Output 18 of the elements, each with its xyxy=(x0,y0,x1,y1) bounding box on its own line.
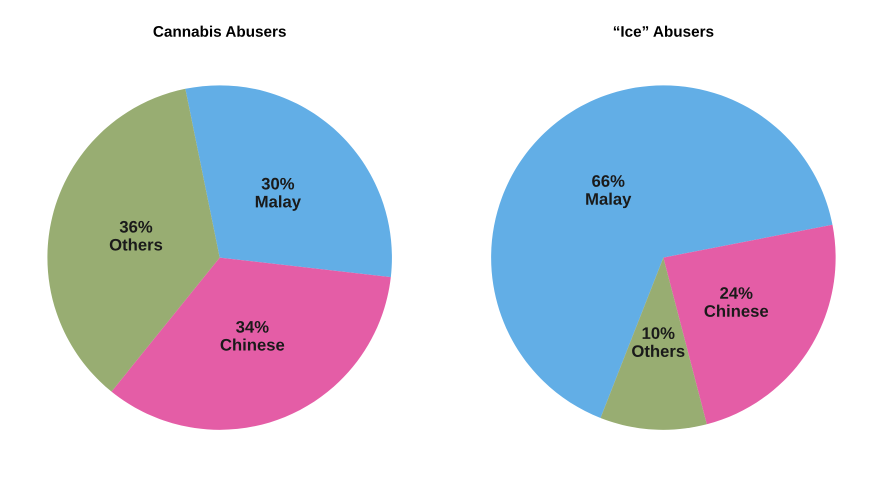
data-label: 34% xyxy=(236,320,269,333)
pie-slice xyxy=(185,85,392,278)
slice-label: Chinese xyxy=(220,338,284,351)
pie-slice xyxy=(491,85,832,418)
data-label: 10% xyxy=(642,327,675,340)
chart-title: Cannabis Abusers xyxy=(154,26,286,37)
slice-label: Malay xyxy=(256,195,301,211)
slice-label: Others xyxy=(110,238,162,251)
pie-slice xyxy=(47,88,220,392)
slice-label: Chinese xyxy=(704,304,768,317)
slice-label: Others xyxy=(632,344,684,358)
data-label: 24% xyxy=(720,287,752,299)
data-label: 66% xyxy=(592,175,624,187)
chart-title: “Ice” Abusers xyxy=(614,26,714,37)
data-label: 36% xyxy=(120,220,152,233)
data-label: 30% xyxy=(262,178,294,190)
pie-slice xyxy=(112,258,391,430)
slice-label: Malay xyxy=(586,192,632,208)
